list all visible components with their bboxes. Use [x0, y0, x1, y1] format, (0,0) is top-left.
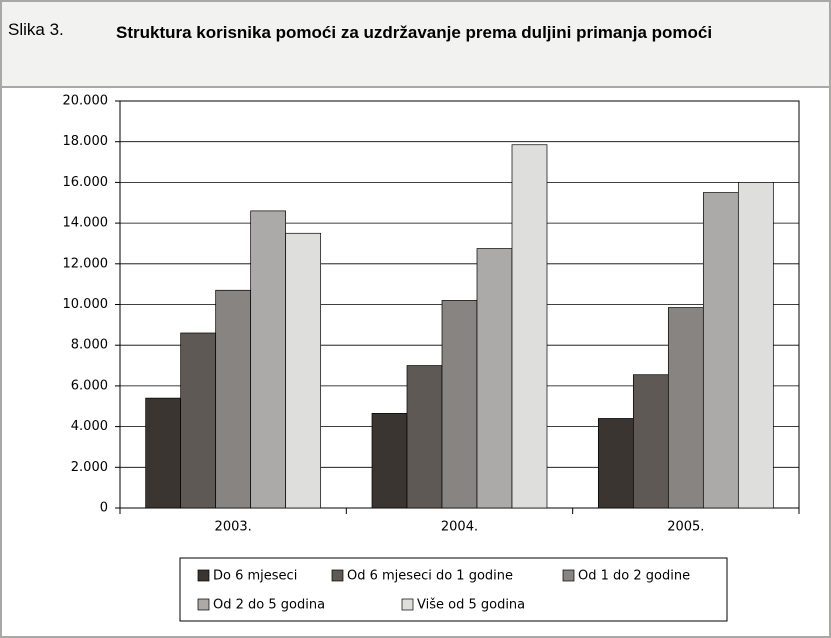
legend-swatch: [562, 569, 575, 582]
x-tick-label: 2004.: [441, 520, 478, 535]
bar: [371, 413, 408, 509]
legend-label: Više od 5 godina: [417, 598, 525, 613]
legend-label: Od 2 do 5 godina: [213, 598, 325, 613]
legend-swatch: [401, 598, 414, 611]
bar: [511, 144, 548, 509]
y-tick-label: 12.000: [63, 256, 109, 271]
legend-swatch: [197, 569, 210, 582]
bar: [406, 365, 443, 509]
y-tick-label: 6.000: [71, 378, 108, 393]
legend-label: Od 1 do 2 godine: [578, 569, 690, 584]
bar: [215, 289, 252, 509]
legend-swatch: [197, 598, 210, 611]
y-tick-label: 14.000: [63, 216, 109, 231]
x-tick-label: 2005.: [667, 520, 704, 535]
y-tick-label: 0: [100, 501, 108, 516]
y-tick-label: 2.000: [71, 460, 108, 475]
bar: [702, 192, 739, 509]
chart: 0 2.000 4.000 6.000 8.000 10.000 12.000 14.000 1…: [63, 94, 800, 622]
legend-box: [179, 557, 728, 622]
legend-label: Do 6 mjeseci: [213, 569, 297, 584]
bar: [597, 418, 634, 509]
bar: [250, 210, 287, 509]
bar: [737, 182, 774, 509]
bar: [145, 397, 182, 509]
y-tick-label: 8.000: [71, 338, 108, 353]
y-tick-label: 20.000: [63, 94, 109, 109]
y-tick-label: 18.000: [63, 134, 109, 149]
chart-title: Struktura korisnika pomoći za uzdržavanj…: [116, 23, 713, 42]
caption-header: Slika 3. Struktura korisnika pomoći za u…: [2, 2, 829, 88]
x-tick-label: 2003.: [215, 520, 252, 535]
y-tick-label: 16.000: [63, 175, 109, 190]
y-tick-label: 4.000: [71, 419, 108, 434]
bar: [667, 307, 704, 509]
bar: [441, 300, 478, 509]
bar: [285, 232, 322, 509]
bar: [632, 374, 669, 509]
bar: [180, 332, 217, 509]
legend-label: Od 6 mjeseci do 1 godine: [347, 569, 513, 584]
y-tick-label: 10.000: [63, 297, 109, 312]
bar: [476, 248, 513, 509]
figure-label: Slika 3.: [8, 20, 64, 39]
legend-swatch: [331, 569, 344, 582]
